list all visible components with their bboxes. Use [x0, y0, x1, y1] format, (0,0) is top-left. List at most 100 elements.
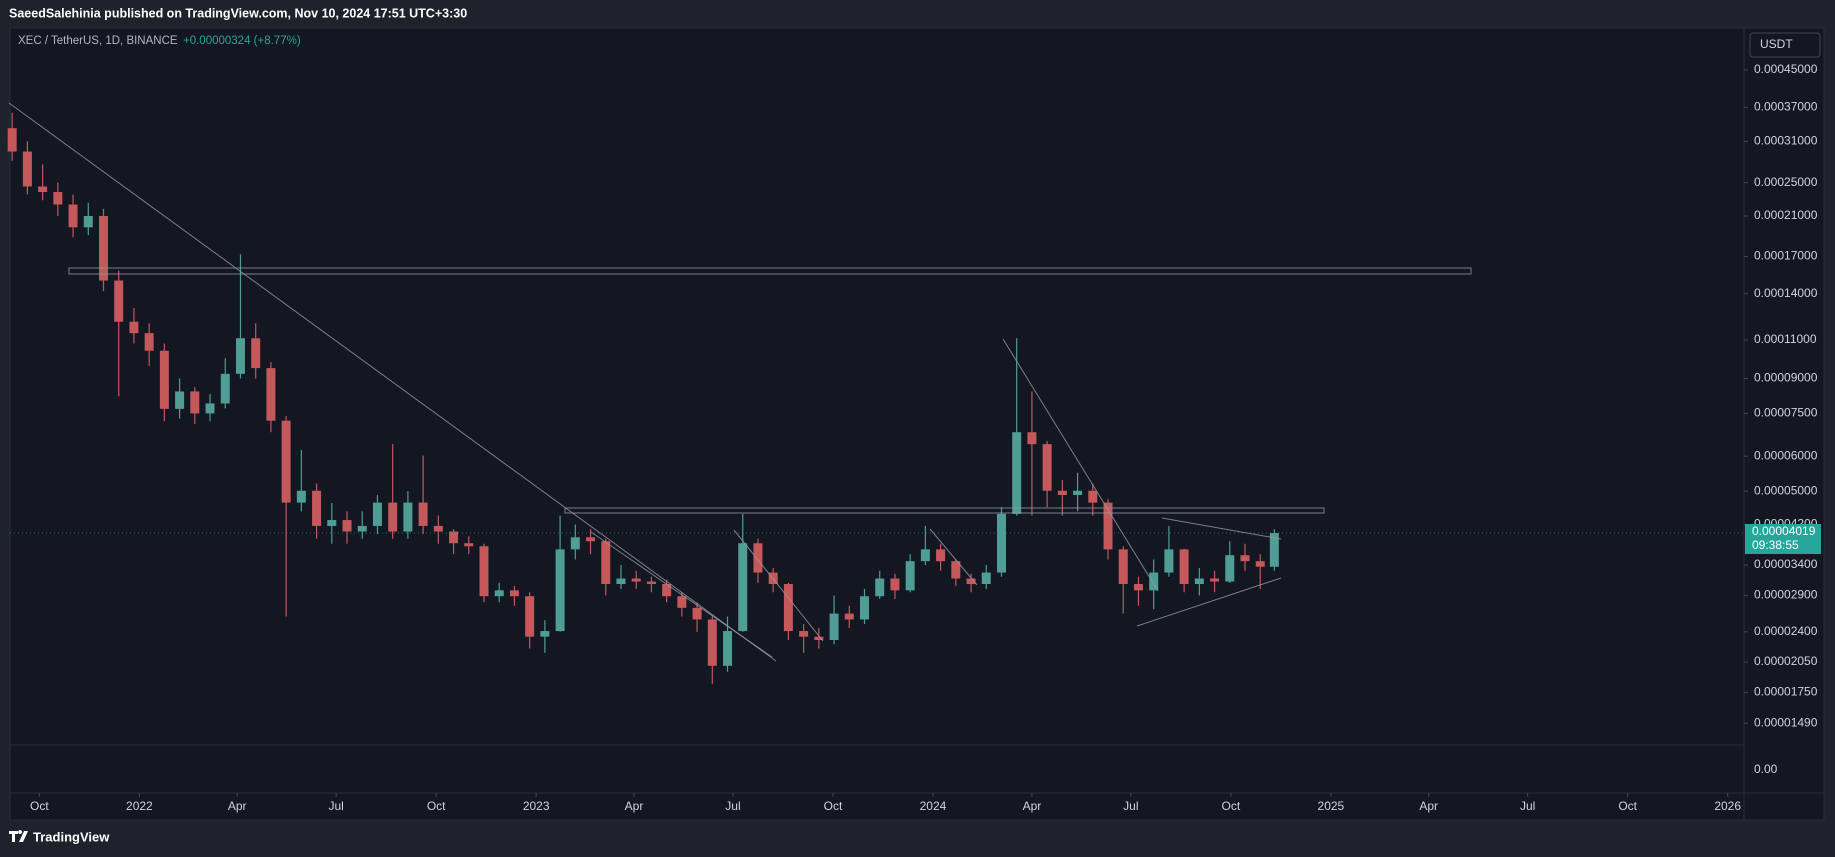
- candle-body: [1210, 578, 1220, 582]
- candle-body: [190, 391, 200, 414]
- legend-change: +0.00000324 (+8.77%): [183, 35, 301, 47]
- legend-symbol: XEC / TetherUS, 1D, BINANCE: [18, 35, 178, 47]
- candle-body: [1088, 490, 1098, 503]
- candle-body: [22, 151, 32, 187]
- y-tick-label: 0.00037000: [1754, 100, 1818, 114]
- candle-body: [220, 373, 230, 404]
- trend-line: [1161, 517, 1282, 540]
- trend-line: [590, 531, 773, 658]
- candle-body: [7, 128, 17, 152]
- candle-body: [479, 546, 489, 597]
- candle-body: [144, 333, 154, 351]
- candle-body: [844, 613, 854, 620]
- y-tick-label: 0.00001490: [1754, 715, 1818, 729]
- trend-line: [1002, 338, 1159, 592]
- chart-panel: [9, 27, 1825, 821]
- candle-body: [905, 561, 915, 591]
- candle-body: [1073, 490, 1083, 496]
- x-tick-label: Jul: [1520, 799, 1535, 813]
- candle-body: [738, 543, 748, 632]
- candle-body: [692, 607, 702, 620]
- candle-body: [98, 216, 108, 281]
- candle-body: [662, 584, 672, 597]
- candle-body: [829, 613, 839, 640]
- candle-body: [707, 619, 717, 666]
- y-tick-label: 0.00003400: [1754, 557, 1818, 571]
- candle-body: [372, 502, 382, 526]
- candle-body: [920, 549, 930, 562]
- currency-button[interactable]: [1749, 32, 1821, 58]
- y-tick-label: 0.00025000: [1754, 175, 1818, 189]
- y-tick-label: 0.00005000: [1754, 483, 1818, 497]
- candle-body: [357, 525, 367, 532]
- last-price-box: [1745, 524, 1821, 554]
- trend-line: [929, 528, 978, 586]
- x-tick-label: Oct: [427, 799, 446, 813]
- candle-body: [1269, 533, 1279, 567]
- candle-body: [83, 216, 93, 228]
- last-price-label: 0.00004019: [1752, 524, 1816, 538]
- candle-body: [1133, 584, 1143, 591]
- candle-body: [175, 391, 185, 409]
- axes: 0.00045000 0.00037000 0.00031000 0.00025000…: [30, 62, 1818, 813]
- y-tick-label: 0.00017000: [1754, 249, 1818, 263]
- candle-body: [555, 549, 565, 632]
- x-tick-label: 2026: [1714, 799, 1741, 813]
- y-tick-label: 0.00031000: [1754, 134, 1818, 148]
- candle-body: [449, 531, 459, 544]
- candle-body: [327, 520, 337, 526]
- candle-body: [1012, 432, 1022, 514]
- candle-body: [814, 636, 824, 640]
- candle-body: [646, 581, 656, 585]
- candle-body: [235, 338, 245, 374]
- candle-body: [1194, 578, 1204, 585]
- drawings: [8, 102, 1472, 662]
- candle-body: [1042, 444, 1052, 491]
- x-tick-label: Oct: [1222, 799, 1241, 813]
- x-tick-label: 2022: [126, 799, 153, 813]
- candle-body: [981, 572, 991, 585]
- candle-body: [936, 549, 946, 562]
- y-tick-label: 0.00002400: [1754, 624, 1818, 638]
- x-tick-label: Apr: [228, 799, 247, 813]
- candle-body: [464, 543, 474, 547]
- footer-brand: TradingView: [33, 829, 110, 844]
- candle-body: [205, 403, 215, 414]
- candle-body: [601, 541, 611, 585]
- candle-body: [616, 578, 626, 585]
- candle-body: [1164, 549, 1174, 573]
- candle-body: [1027, 432, 1037, 445]
- candle-body: [342, 520, 352, 532]
- trend-line: [8, 102, 777, 662]
- candle-body: [418, 502, 428, 526]
- candle-body: [296, 490, 306, 503]
- x-tick-label: Jul: [725, 799, 740, 813]
- candle-body: [68, 204, 78, 228]
- x-tick-label: Apr: [625, 799, 644, 813]
- x-tick-label: Oct: [824, 799, 843, 813]
- trend-line: [733, 529, 824, 642]
- candle-body: [159, 350, 169, 409]
- candle-body: [951, 561, 961, 579]
- candle-body: [570, 537, 580, 550]
- y-tick-label: 0.00009000: [1754, 371, 1818, 385]
- candle-body: [1057, 490, 1067, 496]
- candle-body: [494, 590, 504, 597]
- x-tick-label: Apr: [1419, 799, 1438, 813]
- logo-mark: [9, 830, 28, 842]
- x-tick-label: Oct: [30, 799, 49, 813]
- header-text: SaeedSalehinia published on TradingView.…: [9, 6, 467, 20]
- x-tick-label: 2025: [1318, 799, 1345, 813]
- candle-body: [1225, 555, 1235, 582]
- y-tick-label: 0.00011000: [1754, 332, 1817, 346]
- y-tick-label: 0.00006000: [1754, 448, 1818, 462]
- candle-body: [403, 502, 413, 532]
- candle-body: [859, 596, 869, 620]
- candle-body: [114, 280, 124, 322]
- x-tick-label: Jul: [328, 799, 343, 813]
- zone: [564, 507, 1325, 514]
- y-tick-label: 0.00007500: [1754, 406, 1818, 420]
- candle-body: [996, 513, 1006, 573]
